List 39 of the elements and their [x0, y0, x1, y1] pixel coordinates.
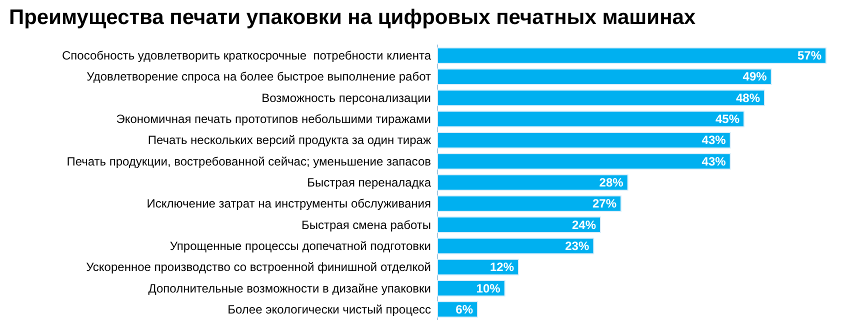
bar	[437, 68, 772, 85]
bar	[437, 132, 731, 148]
bar	[437, 280, 506, 297]
y-tick-label: Ускоренное производство со встроенной финишной отделкой	[86, 260, 431, 274]
y-tick-label: Исключение затрат на инструменты обслуживания	[146, 196, 431, 211]
data-label: 12%	[490, 260, 514, 274]
y-tick-label: Печать продукции, востребованной сейчас; уменьшение запасов	[66, 154, 431, 168]
bar	[437, 110, 744, 128]
bar	[437, 47, 826, 64]
bar	[437, 258, 519, 276]
data-label: 49%	[742, 70, 768, 84]
y-tick-label: Способность удовлетворить краткосрочные потребности клиента	[62, 48, 432, 63]
y-tick-label: Более экологически чистый процесс	[228, 302, 431, 316]
data-label: 45%	[715, 112, 740, 126]
data-label: 10%	[476, 281, 501, 296]
data-label: 28%	[599, 176, 624, 190]
bar	[437, 90, 765, 106]
bar	[437, 174, 628, 191]
y-tick-label: Быстрая смена работы	[302, 218, 431, 232]
y-tick-label: Дополнительные возможности в дизайне упаковки	[148, 281, 431, 296]
y-tick-label: Удовлетворение спроса на более быстрое выполнение работ	[86, 70, 432, 84]
data-label: 27%	[592, 196, 617, 211]
data-label: 43%	[702, 133, 726, 148]
y-tick-label: Экономичная печать прототипов небольшими тиражами	[116, 112, 431, 126]
data-label: 43%	[702, 154, 726, 168]
data-label: 23%	[565, 238, 590, 253]
data-label: 57%	[797, 48, 822, 63]
bar	[437, 238, 594, 254]
bar	[437, 195, 622, 212]
data-label: 48%	[736, 90, 760, 105]
y-tick-label: Быстрая переналадка	[307, 176, 432, 190]
bar	[437, 216, 601, 234]
y-tick-label: Упрощенные процессы допечатной подготовки	[170, 238, 431, 253]
data-label: 24%	[572, 218, 596, 232]
chart-title: Преимущества печати упаковки на цифровых печатных машинах	[9, 6, 696, 29]
bar	[437, 153, 731, 170]
y-tick-label: Возможность персонализации	[262, 90, 431, 105]
data-label: 6%	[456, 302, 474, 316]
y-tick-label: Печать нескольких версий продукта за один тираж	[148, 133, 431, 148]
